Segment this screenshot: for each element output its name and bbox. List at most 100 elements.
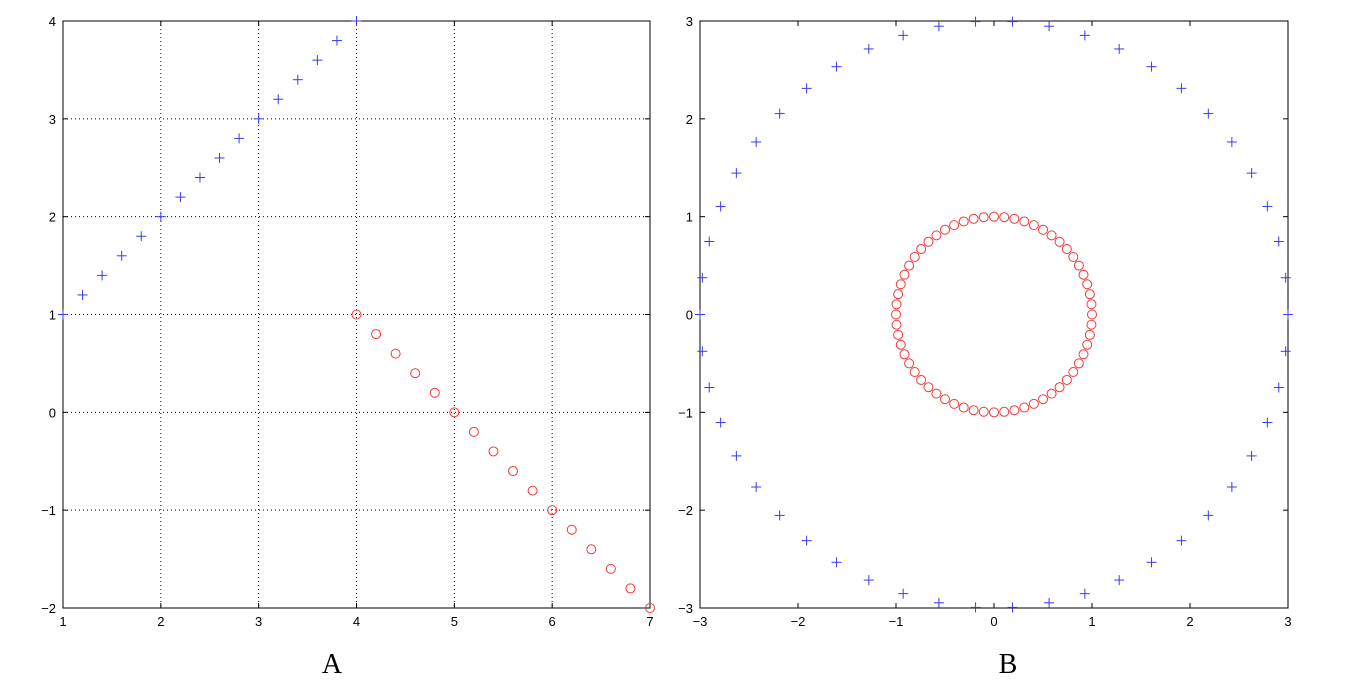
- data-point-circle: [1028, 398, 1039, 409]
- chart-panel-a: 1 2 3 4 5 6 7 −2 −1 0 1 2 3 4 A: [41, 14, 655, 680]
- data-point-circle: [899, 269, 910, 280]
- data-point-plus: [831, 61, 842, 72]
- plot-frame: [699, 20, 1289, 609]
- data-point-circle: [931, 388, 942, 399]
- y-tick-label: 0: [49, 405, 56, 420]
- data-point-circle: [899, 349, 910, 360]
- data-point-circle: [566, 524, 577, 535]
- y-tick-label: 3: [686, 14, 693, 29]
- data-point-circle: [931, 230, 942, 241]
- data-point-circle: [527, 485, 538, 496]
- data-point-plus: [801, 83, 812, 94]
- data-point-circle: [390, 348, 401, 359]
- data-point-plus: [1176, 83, 1187, 94]
- x-tick-label: −1: [889, 614, 904, 629]
- data-point-circle: [968, 405, 979, 416]
- data-point-circle: [949, 220, 960, 231]
- data-point-circle: [1061, 374, 1072, 385]
- panel-label-b: B: [999, 649, 1018, 680]
- data-point-circle: [916, 374, 927, 385]
- data-point-plus: [97, 270, 108, 281]
- data-point-circle: [1078, 349, 1089, 360]
- data-point-circle: [488, 446, 499, 457]
- data-point-plus: [1044, 21, 1055, 32]
- data-point-circle: [1068, 367, 1079, 378]
- data-point-circle: [891, 309, 901, 320]
- data-point-circle: [989, 211, 999, 222]
- data-point-circle: [940, 394, 950, 405]
- data-point-circle: [547, 505, 558, 516]
- data-point-plus: [801, 535, 812, 546]
- data-point-plus: [1146, 61, 1157, 72]
- data-point-circle: [999, 212, 1010, 223]
- x-tick-label: 1: [59, 614, 66, 629]
- data-point-plus: [1226, 136, 1237, 147]
- data-point-circle: [449, 407, 460, 418]
- data-point-circle: [989, 407, 999, 418]
- data-point-circle: [351, 309, 362, 320]
- data-point-circle: [891, 319, 902, 330]
- data-point-plus: [831, 557, 842, 568]
- data-point-plus: [116, 250, 127, 261]
- data-point-plus: [351, 16, 362, 26]
- data-point-circle: [895, 339, 906, 350]
- data-point-plus: [774, 510, 785, 521]
- data-point-plus: [155, 211, 166, 222]
- series-1: [58, 16, 362, 320]
- y-tick-label: 3: [49, 112, 56, 127]
- data-point-circle: [891, 299, 902, 310]
- data-point-circle: [1068, 251, 1079, 262]
- data-point-circle: [1073, 358, 1084, 369]
- data-point-plus: [863, 575, 874, 586]
- data-point-circle: [1082, 339, 1093, 350]
- data-point-circle: [1082, 279, 1093, 290]
- data-point-plus: [1283, 309, 1293, 320]
- data-point-plus: [1262, 201, 1273, 212]
- data-point-circle: [1028, 220, 1039, 231]
- data-point-plus: [1246, 450, 1257, 461]
- data-point-circle: [605, 563, 616, 574]
- data-point-plus: [136, 231, 147, 242]
- data-point-circle: [586, 544, 597, 555]
- data-point-plus: [898, 588, 909, 599]
- data-point-circle: [978, 406, 989, 417]
- data-point-circle: [895, 279, 906, 290]
- x-tick-label: −2: [791, 614, 806, 629]
- data-point-plus: [77, 289, 88, 300]
- data-point-circle: [1054, 236, 1065, 247]
- data-point-circle: [1046, 388, 1057, 399]
- y-tick-label: 1: [686, 210, 693, 225]
- data-point-plus: [970, 16, 981, 27]
- data-point-circle: [508, 466, 519, 477]
- data-point-circle: [968, 213, 979, 224]
- data-point-plus: [273, 94, 284, 105]
- data-point-plus: [194, 172, 205, 183]
- x-tick-label: 7: [646, 614, 653, 629]
- data-point-plus: [863, 43, 874, 54]
- data-point-plus: [1203, 108, 1214, 119]
- data-point-circle: [1019, 402, 1030, 413]
- data-point-plus: [175, 192, 186, 203]
- data-point-circle: [893, 289, 904, 300]
- data-point-circle: [923, 382, 934, 393]
- data-point-plus: [234, 133, 245, 144]
- series-1: [695, 16, 1293, 613]
- panel-label-a: A: [322, 649, 343, 680]
- data-point-circle: [904, 358, 915, 369]
- data-point-plus: [312, 55, 323, 66]
- data-point-plus: [1176, 535, 1187, 546]
- y-tick-label: −2: [41, 601, 56, 616]
- data-point-plus: [751, 136, 762, 147]
- data-point-circle: [1019, 216, 1030, 227]
- data-point-plus: [1273, 382, 1284, 393]
- data-point-plus: [933, 597, 944, 608]
- data-point-circle: [923, 236, 934, 247]
- data-point-circle: [645, 603, 655, 613]
- data-point-circle: [1084, 289, 1095, 300]
- data-point-plus: [1203, 510, 1214, 521]
- data-point-circle: [1084, 329, 1095, 340]
- x-tick-label: 3: [1284, 614, 1291, 629]
- data-point-plus: [1079, 30, 1090, 41]
- data-point-plus: [1044, 597, 1055, 608]
